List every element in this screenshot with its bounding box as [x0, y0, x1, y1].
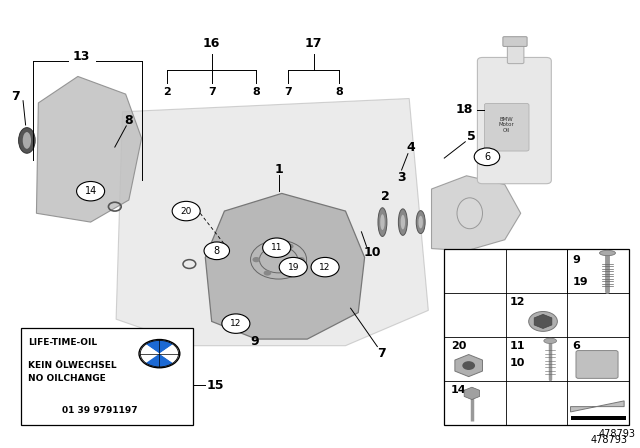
Ellipse shape	[401, 215, 405, 229]
Text: 11: 11	[271, 243, 282, 252]
Text: 14: 14	[84, 186, 97, 196]
Text: 8: 8	[335, 87, 343, 97]
Text: 11: 11	[509, 341, 525, 351]
Circle shape	[311, 258, 339, 277]
Polygon shape	[464, 387, 479, 400]
Circle shape	[262, 238, 291, 258]
Circle shape	[204, 242, 230, 260]
Text: 8: 8	[252, 87, 260, 97]
Circle shape	[474, 148, 500, 166]
Text: 20: 20	[180, 207, 192, 215]
Text: 3: 3	[397, 172, 406, 185]
Ellipse shape	[380, 214, 385, 230]
Circle shape	[264, 270, 271, 276]
Wedge shape	[140, 344, 159, 363]
Ellipse shape	[419, 216, 423, 228]
Text: LIFE-TIME-OIL: LIFE-TIME-OIL	[28, 338, 97, 347]
FancyBboxPatch shape	[477, 57, 551, 184]
Text: 9: 9	[251, 335, 259, 348]
Ellipse shape	[600, 250, 616, 256]
Text: 19: 19	[573, 277, 588, 287]
Circle shape	[172, 201, 200, 221]
Text: 478793: 478793	[590, 435, 627, 445]
FancyBboxPatch shape	[20, 328, 193, 425]
Polygon shape	[431, 176, 521, 251]
Ellipse shape	[19, 128, 35, 153]
Circle shape	[286, 270, 294, 276]
FancyBboxPatch shape	[508, 39, 524, 64]
Wedge shape	[146, 353, 173, 367]
Text: 10: 10	[364, 246, 381, 258]
Ellipse shape	[416, 211, 425, 233]
Circle shape	[286, 244, 294, 249]
Text: 2: 2	[381, 190, 389, 203]
FancyBboxPatch shape	[444, 249, 629, 425]
Circle shape	[264, 244, 271, 249]
Polygon shape	[455, 354, 483, 377]
Ellipse shape	[378, 208, 387, 237]
Polygon shape	[116, 99, 428, 346]
Text: 12: 12	[319, 263, 331, 271]
Circle shape	[77, 181, 104, 201]
FancyBboxPatch shape	[503, 37, 527, 47]
Polygon shape	[36, 77, 141, 222]
Ellipse shape	[457, 198, 483, 229]
FancyBboxPatch shape	[570, 416, 626, 420]
Ellipse shape	[529, 311, 557, 332]
Circle shape	[252, 257, 260, 262]
Polygon shape	[570, 401, 624, 412]
Circle shape	[279, 258, 307, 277]
Text: 7: 7	[208, 87, 216, 97]
Text: BMW
Motor
Oil: BMW Motor Oil	[499, 116, 515, 134]
Ellipse shape	[398, 209, 407, 235]
FancyBboxPatch shape	[576, 351, 618, 379]
Ellipse shape	[23, 132, 31, 149]
Text: 1: 1	[274, 163, 283, 176]
Text: 9: 9	[573, 254, 580, 265]
Text: 8: 8	[214, 246, 220, 256]
Text: 8: 8	[125, 114, 133, 127]
Text: NO OILCHANGE: NO OILCHANGE	[28, 375, 106, 383]
Wedge shape	[159, 344, 179, 363]
Circle shape	[462, 361, 475, 370]
FancyBboxPatch shape	[484, 103, 529, 151]
Text: KEIN ÖLWECHSEL: KEIN ÖLWECHSEL	[28, 361, 116, 370]
Text: 14: 14	[451, 385, 467, 395]
Ellipse shape	[544, 338, 557, 344]
Circle shape	[139, 340, 180, 368]
Text: 478793: 478793	[598, 429, 636, 439]
Polygon shape	[205, 194, 365, 339]
Circle shape	[297, 257, 305, 262]
Text: 12: 12	[230, 319, 241, 328]
Text: 5: 5	[467, 129, 476, 142]
Text: 10: 10	[509, 358, 525, 368]
Text: 6: 6	[573, 341, 580, 351]
Text: 7: 7	[284, 87, 292, 97]
Text: 16: 16	[203, 37, 220, 50]
Circle shape	[222, 314, 250, 333]
Wedge shape	[146, 340, 173, 353]
Text: 01 39 9791197: 01 39 9791197	[62, 406, 138, 415]
Text: 2: 2	[163, 87, 171, 97]
Text: 6: 6	[484, 152, 490, 162]
Text: 12: 12	[509, 297, 525, 306]
Text: 7: 7	[11, 90, 20, 103]
Text: 15: 15	[206, 379, 223, 392]
Text: 19: 19	[287, 263, 299, 271]
Polygon shape	[534, 314, 552, 328]
Text: 4: 4	[407, 142, 415, 155]
Text: 18: 18	[455, 103, 473, 116]
Text: 17: 17	[305, 37, 323, 50]
Text: 7: 7	[378, 347, 386, 360]
Text: 13: 13	[72, 50, 90, 63]
Text: 20: 20	[451, 341, 466, 351]
